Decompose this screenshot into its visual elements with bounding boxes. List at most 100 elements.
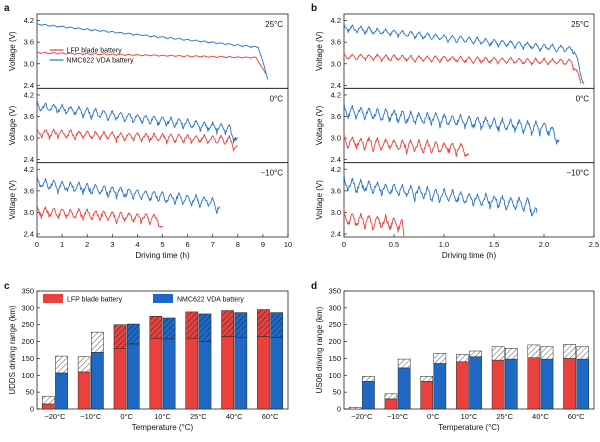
bar-lfp bbox=[491, 359, 505, 410]
panel-b-line-chart: 2.4 3.0 3.6 4.2 Voltage (V) 25°C 2.4 3.0 3.6 4.2 V… bbox=[315, 13, 599, 260]
y-tick-label: 2.4 bbox=[24, 155, 34, 164]
y-tick-label: 4.2 bbox=[331, 90, 341, 99]
y-tick-label: 3.6 bbox=[331, 186, 341, 195]
bar-nmc bbox=[126, 343, 140, 410]
y-tick-label: 0 bbox=[337, 405, 341, 414]
panel-a-letter: a bbox=[4, 3, 10, 14]
bar-nmc bbox=[433, 363, 447, 410]
bar-lfp bbox=[384, 398, 398, 410]
x-tick-label: 4 bbox=[135, 240, 139, 249]
x-tick-label: 1.5 bbox=[489, 240, 499, 249]
series-line-nmc bbox=[343, 101, 560, 145]
y-axis-label: Voltage (V) bbox=[8, 180, 17, 220]
y-axis-label: Voltage (V) bbox=[315, 105, 324, 145]
x-tick-label: 2 bbox=[85, 240, 89, 249]
x-tick-label: 25°C bbox=[496, 412, 513, 421]
legend-swatch-nmc bbox=[153, 294, 173, 303]
y-tick-label: 50 bbox=[333, 388, 341, 397]
x-axis-label: Temperature (°C) bbox=[132, 423, 194, 432]
y-tick-label: 0 bbox=[30, 405, 34, 414]
series-line-nmc bbox=[343, 173, 538, 217]
x-tick-label: 2.0 bbox=[539, 240, 549, 249]
y-axis-label: Voltage (V) bbox=[315, 31, 324, 71]
x-tick-label: 7 bbox=[211, 240, 215, 249]
y-tick-label: 2.4 bbox=[331, 230, 341, 239]
panel-c-bar-chart: 0 50 100 150 200 250 300 350 UDDS driving range … bbox=[8, 287, 289, 432]
bar-hatched-nmc bbox=[504, 348, 518, 360]
y-axis-label: Voltage (V) bbox=[8, 31, 17, 71]
x-axis-label: Temperature (°C) bbox=[438, 423, 500, 432]
x-tick-label: 6 bbox=[186, 240, 190, 249]
bar-hatched-lfp bbox=[77, 356, 91, 373]
panel-d-letter: d bbox=[311, 281, 317, 292]
bar-hatched-lfp bbox=[41, 395, 55, 405]
series-line-nmc bbox=[36, 22, 269, 80]
bar-nmc bbox=[576, 358, 590, 410]
x-tick-label: −20°C bbox=[44, 412, 66, 421]
y-tick-label: 2.4 bbox=[331, 81, 341, 90]
y-tick-label: 4.2 bbox=[24, 16, 34, 25]
y-tick-label: 250 bbox=[328, 320, 341, 329]
series-line-lfp bbox=[343, 207, 405, 237]
y-tick-label: 4.2 bbox=[24, 165, 34, 174]
bar-hatched-nmc bbox=[469, 350, 482, 357]
subplot-frame bbox=[343, 87, 595, 164]
y-tick-label: 3.6 bbox=[331, 38, 341, 47]
series-line-lfp bbox=[36, 126, 238, 152]
plot-frame bbox=[343, 290, 595, 410]
x-tick-label: 40°C bbox=[226, 412, 243, 421]
x-tick-label: 1.0 bbox=[439, 240, 449, 249]
bar-hatched-nmc bbox=[576, 346, 590, 360]
x-axis-label: Driving time (h) bbox=[135, 251, 190, 260]
temperature-label: 25°C bbox=[265, 20, 283, 29]
panel-b-letter: b bbox=[311, 3, 317, 14]
bar-lfp bbox=[527, 357, 541, 410]
y-tick-label: 350 bbox=[21, 287, 34, 296]
bar-hatched-lfp bbox=[384, 393, 398, 400]
bar-lfp bbox=[41, 403, 55, 410]
bar-hatched-overlay bbox=[257, 309, 270, 337]
bar-hatched-nmc bbox=[540, 346, 554, 360]
x-tick-label: 40°C bbox=[532, 412, 549, 421]
panel-a-line-chart: 2.4 3.0 3.6 4.2 Voltage (V) 25°C LFP blade bat… bbox=[8, 13, 292, 260]
bar-hatched-overlay bbox=[163, 317, 176, 339]
x-tick-label: 25°C bbox=[190, 412, 207, 421]
temperature-label: 0°C bbox=[270, 94, 284, 103]
y-tick-label: 150 bbox=[328, 354, 341, 363]
x-tick-label: 0 bbox=[35, 240, 39, 249]
bar-hatched-nmc bbox=[362, 376, 375, 382]
bar-lfp bbox=[456, 361, 469, 410]
subplot-frame bbox=[36, 87, 289, 164]
subplot-frame bbox=[36, 162, 289, 238]
y-tick-label: 3.0 bbox=[331, 59, 341, 68]
x-tick-label: 60°C bbox=[262, 412, 279, 421]
bar-nmc bbox=[234, 336, 248, 410]
series-line-nmc bbox=[36, 174, 221, 214]
temperature-label: 0°C bbox=[576, 94, 590, 103]
bar-hatched-overlay bbox=[198, 313, 212, 342]
bar-hatched-overlay bbox=[234, 312, 247, 338]
series-line-nmc bbox=[343, 22, 585, 85]
series-line-lfp bbox=[343, 132, 469, 157]
bar-hatched-overlay bbox=[113, 324, 127, 349]
bar-nmc bbox=[397, 367, 411, 410]
panel-d-bar-chart: 0 50 100 150 200 250 300 350 US06 driving range … bbox=[315, 287, 595, 432]
x-tick-label: 60°C bbox=[568, 412, 585, 421]
x-tick-label: −20°C bbox=[351, 412, 373, 421]
bar-hatched-overlay bbox=[127, 324, 140, 344]
legend-label-nmc: NMC622 VDA battery bbox=[67, 58, 134, 65]
x-axis-label: Driving time (h) bbox=[442, 251, 497, 260]
y-tick-label: 2.4 bbox=[331, 155, 341, 164]
y-tick-label: 250 bbox=[21, 320, 34, 329]
bar-nmc bbox=[198, 341, 212, 410]
y-tick-label: 100 bbox=[328, 371, 341, 380]
x-tick-label: −10°C bbox=[80, 412, 102, 421]
y-tick-label: 3.6 bbox=[24, 112, 34, 121]
bar-lfp bbox=[77, 371, 91, 410]
bar-nmc bbox=[540, 358, 554, 410]
x-tick-label: 10°C bbox=[461, 412, 478, 421]
bar-hatched-lfp bbox=[491, 346, 505, 361]
x-tick-label: 10 bbox=[284, 240, 292, 249]
x-tick-label: 0.5 bbox=[389, 240, 399, 249]
bar-hatched-overlay bbox=[270, 312, 283, 338]
